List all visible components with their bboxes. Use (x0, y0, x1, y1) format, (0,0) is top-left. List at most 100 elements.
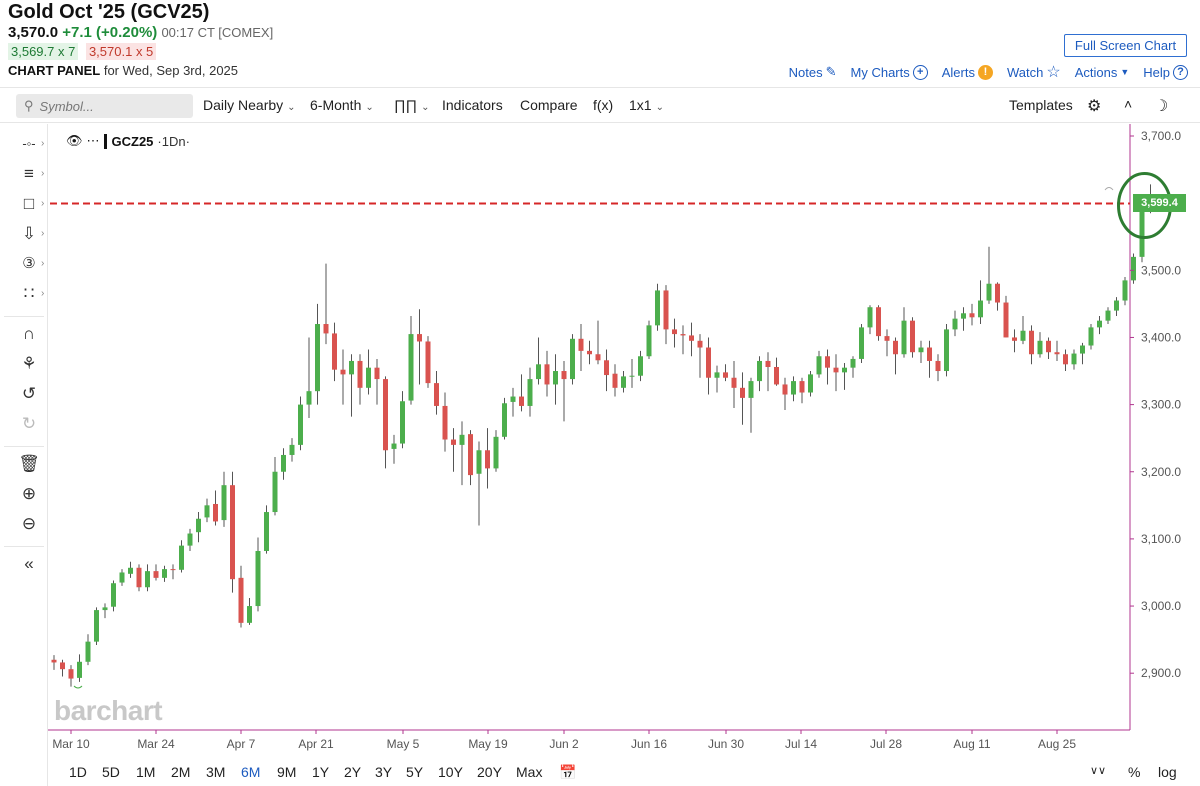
range-button[interactable]: 10Y (438, 764, 463, 780)
magnet-icon[interactable]: ∩ (22, 324, 36, 343)
candle-body (102, 607, 108, 611)
shape-tool-icon[interactable]: □ › (23, 194, 45, 213)
chart-overlays (50, 172, 1172, 689)
candle-body (697, 340, 703, 348)
undo-icon[interactable]: ↺ (21, 384, 37, 403)
last-price: 3,570.0 (8, 24, 59, 41)
templates-button[interactable]: Templates (1009, 97, 1073, 113)
help-label: Help (1143, 64, 1170, 80)
candle-body (578, 338, 584, 351)
candle-body (374, 367, 380, 380)
redo-icon[interactable]: ↻ (21, 414, 37, 433)
my-charts-link[interactable]: My Charts + (851, 64, 928, 80)
settings-gear-icon[interactable]: ⚙ (1087, 98, 1102, 115)
full-screen-chart-button[interactable]: Full Screen Chart (1064, 34, 1187, 57)
alerts-link[interactable]: Alerts ! (942, 64, 993, 80)
percent-toggle[interactable]: % (1128, 764, 1141, 780)
candle-body (510, 396, 516, 402)
x-tick-label: Mar 24 (137, 737, 175, 751)
range-button[interactable]: 1Y (312, 764, 330, 780)
trash-icon[interactable]: 🗑 (18, 454, 40, 473)
range-button[interactable]: 2M (171, 764, 191, 780)
count-tool-icon[interactable]: ③ › (22, 255, 45, 272)
candle-body (485, 450, 490, 469)
panel-label: CHART PANEL (8, 63, 101, 78)
candle-body (952, 318, 958, 330)
candle-body (136, 567, 142, 588)
candle-body (876, 307, 881, 337)
daily-nearby-dropdown[interactable]: Daily Nearby ⌄ (203, 97, 296, 113)
x-tick-label: Jun 2 (549, 737, 579, 751)
watch-link[interactable]: Watch ☆ (1007, 62, 1061, 82)
chart-type-dropdown[interactable]: ∏∏ ⌄ (394, 97, 429, 113)
range-button[interactable]: 1M (136, 764, 156, 780)
arrow-tool-icon[interactable]: ⇩ › (21, 224, 45, 243)
symbol-search-input[interactable]: ⚲ Symbol... (16, 94, 193, 118)
unlock-icon[interactable]: ⚘ (21, 354, 37, 373)
indicators-button[interactable]: Indicators (442, 97, 503, 113)
range-button[interactable]: 9M (277, 764, 297, 780)
candle-body (995, 283, 1000, 303)
layout-dropdown[interactable]: 1x1 ⌄ (629, 97, 664, 113)
candle-body (476, 450, 482, 474)
candle-body (672, 329, 677, 335)
calendar-icon[interactable]: 📅 (559, 764, 577, 780)
fib-tool-icon[interactable]: ≡ › (24, 164, 45, 183)
candle-body (629, 375, 635, 377)
more-icon[interactable]: ⋯ (86, 133, 100, 148)
candle-body (51, 659, 57, 663)
candle-body (859, 327, 864, 359)
eye-icon[interactable]: 👁 (66, 133, 83, 148)
candle-body (434, 383, 439, 406)
candle-body (816, 356, 822, 375)
range-button[interactable]: 20Y (477, 764, 502, 780)
chart-frame (48, 124, 1131, 731)
help-icon: ? (1173, 64, 1188, 80)
range-button[interactable]: 3Y (375, 764, 393, 780)
range-button-active[interactable]: 6M (241, 764, 261, 780)
pattern-tool-icon[interactable]: ∷ › (23, 284, 45, 303)
candle-body (323, 324, 329, 334)
range-button[interactable]: 5Y (406, 764, 424, 780)
zoom-in-icon[interactable]: ⊕ (21, 484, 37, 503)
collapse-left-icon[interactable]: « (24, 554, 34, 573)
candle-body (1037, 340, 1043, 355)
candle-body (315, 324, 320, 392)
compare-button[interactable]: Compare (520, 97, 578, 113)
range-button[interactable]: 5D (102, 764, 120, 780)
notes-link[interactable]: Notes ✎ (789, 64, 837, 80)
collapse-up-icon[interactable]: ˄ (1124, 96, 1133, 112)
chevron-down-icon: ⌄ (365, 102, 374, 113)
log-toggle[interactable]: log (1158, 764, 1177, 780)
candle-body (170, 569, 176, 571)
range-button[interactable]: 1D (69, 764, 87, 780)
collapse-down-icon[interactable]: ∨∨ (1090, 765, 1107, 777)
function-button[interactable]: f(x) (593, 97, 614, 113)
axes: 3,700.0 3,500.0 3,400.0 3,300.0 3,200.0 3,100… (52, 129, 1181, 751)
candle-body (833, 367, 839, 373)
candle-body (264, 512, 269, 551)
help-link[interactable]: Help ? (1143, 64, 1188, 80)
candle-body (77, 661, 82, 678)
price-change: +7.1 (+0.20%) (62, 24, 158, 41)
instrument-title: Gold Oct '25 (GCV25) (8, 1, 210, 23)
candle-body (927, 347, 932, 361)
candle-body (612, 373, 618, 388)
line-tool-icon[interactable]: -◦- › (22, 136, 45, 151)
candle-body (272, 471, 278, 513)
candle-body (468, 434, 473, 476)
actions-menu[interactable]: Actions ▼ (1075, 65, 1130, 80)
range-button[interactable]: 3M (206, 764, 226, 780)
period-dropdown[interactable]: 6-Month ⌄ (310, 97, 374, 113)
range-button[interactable]: Max (516, 764, 543, 780)
candle-body (459, 434, 465, 445)
range-button[interactable]: 2Y (344, 764, 362, 780)
candle-body (340, 369, 346, 375)
x-tick-label: Apr 7 (227, 737, 256, 751)
alert-icon: ! (977, 64, 993, 80)
dark-mode-moon-icon[interactable]: ☽ (1154, 98, 1169, 115)
candle-body (162, 569, 167, 578)
candle-body (893, 340, 898, 355)
zoom-out-icon[interactable]: ⊖ (21, 514, 37, 533)
